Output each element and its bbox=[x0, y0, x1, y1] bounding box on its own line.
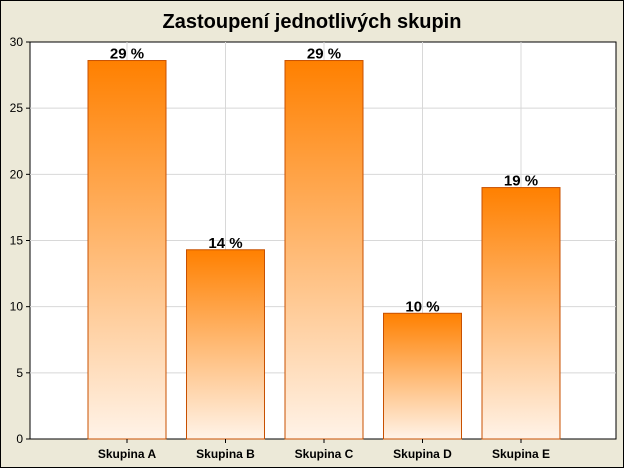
y-tick-label: 5 bbox=[16, 366, 23, 380]
y-tick-label: 30 bbox=[10, 35, 24, 49]
data-label: 29 % bbox=[110, 46, 144, 63]
y-axis: 0 5 10 15 20 25 30 bbox=[10, 35, 30, 446]
data-labels: 29 % 14 % 29 % 10 % 19 % bbox=[110, 46, 538, 316]
bar-skupina-c bbox=[284, 60, 364, 440]
y-tick-label: 25 bbox=[10, 101, 24, 115]
x-tick-label: Skupina A bbox=[98, 447, 157, 461]
x-tick-label: Skupina E bbox=[492, 447, 550, 461]
bar-skupina-b bbox=[186, 249, 265, 440]
x-tick-label: Skupina D bbox=[393, 447, 452, 461]
y-tick-label: 0 bbox=[16, 432, 23, 446]
chart-title: Zastoupení jednotlivých skupin bbox=[163, 11, 462, 33]
x-axis: Skupina A Skupina B Skupina C Skupina D Skup… bbox=[98, 439, 550, 461]
y-tick-label: 10 bbox=[10, 300, 24, 314]
x-tick-label: Skupina C bbox=[295, 447, 354, 461]
y-tick-label: 20 bbox=[10, 167, 24, 181]
bar-skupina-e bbox=[481, 187, 561, 440]
data-label: 29 % bbox=[307, 46, 341, 63]
x-tick-label: Skupina B bbox=[196, 447, 255, 461]
data-label: 10 % bbox=[405, 298, 439, 315]
data-label: 14 % bbox=[208, 235, 242, 252]
data-label: 19 % bbox=[504, 173, 538, 190]
bar-skupina-d bbox=[383, 312, 462, 440]
y-tick-label: 15 bbox=[10, 234, 24, 248]
bar-skupina-a bbox=[87, 60, 167, 440]
